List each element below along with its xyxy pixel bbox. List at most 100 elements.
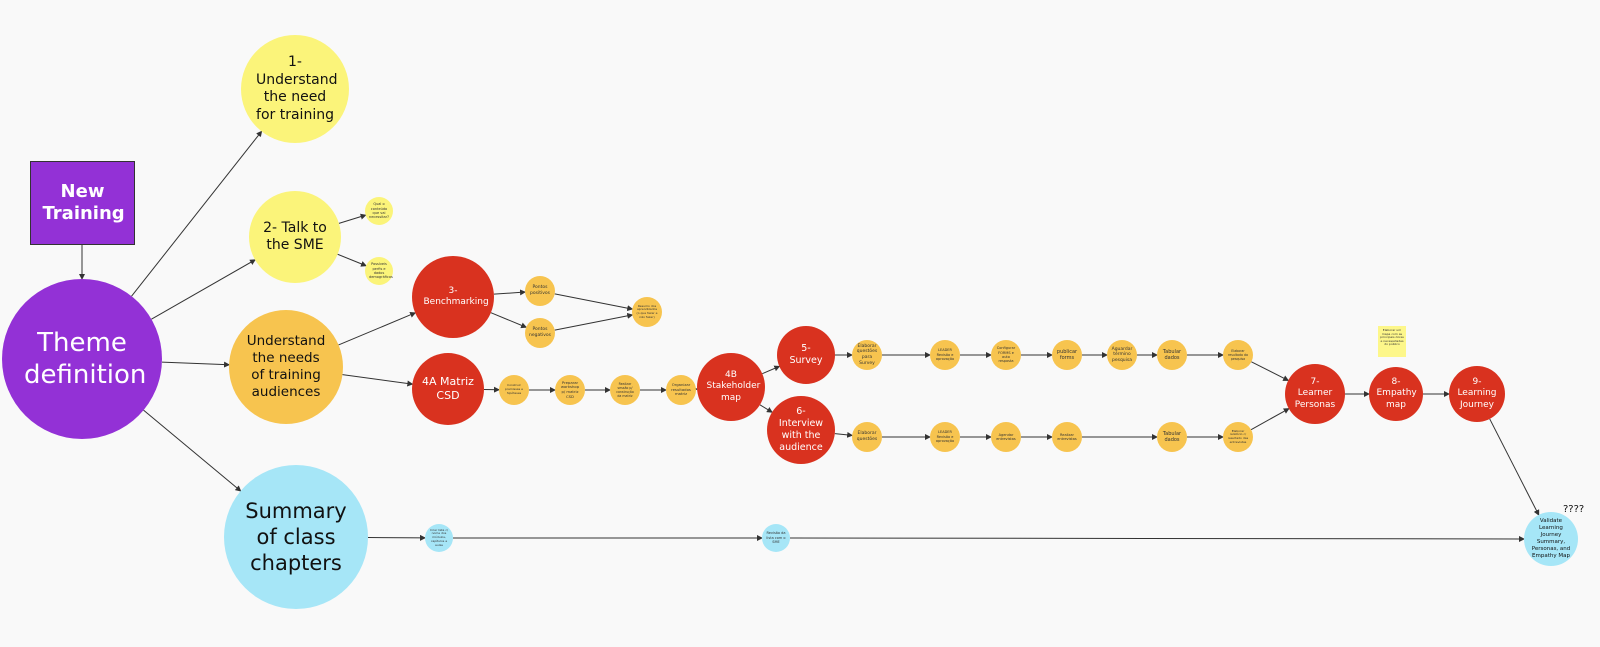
connector [493,289,527,296]
node-circle: Tabular dados [1157,340,1187,370]
node-circle: 9- Learning Journey [1449,366,1505,422]
node-label: Configurar FORMS e auto resposta [996,346,1016,364]
connector [490,312,528,329]
node-label: 5- Survey [789,343,823,366]
node-label: 4A Matriz CSD [422,375,474,402]
node-label: Realizar entrevistas [1057,432,1077,441]
node-label: 9- Learning Journey [1457,377,1497,410]
node-circle: Validate Learning Journey Summary, Perso… [1524,512,1578,566]
connector [762,365,781,375]
node-circle: Qual o conteúdo que vai necessitar? [365,197,393,225]
connector [554,293,634,312]
node-label: Qual o conteúdo que vai necessitar? [369,202,389,220]
node-label: Summary of class chapters [245,498,347,576]
connector [151,259,256,320]
node-circle: Preparar workshop p/ matriz CSD [555,375,585,405]
node-label: 3- Benchmarking [423,285,489,307]
node-label: 8- Empathy map [1376,377,1417,410]
connector [1489,418,1540,516]
node-circle: Theme definition [2,279,162,439]
node-circle: Elaborar questões [852,422,882,452]
connector [554,312,634,331]
node-circle: LEADER Revisão e aprovação [930,340,960,370]
node-label: 6- Interview with the audience [778,406,824,453]
node-label: Elaborar relatório c/ resultado das entr… [1227,428,1249,444]
node-label: Elaborar resultado da pesquisa [1228,349,1248,361]
node-label: Tabular dados [1162,430,1182,443]
node-circle: Pontos negativos [525,318,555,348]
node-circle: 3- Benchmarking [412,256,494,338]
node-label: LEADER Revisão e aprovação [935,430,955,444]
node-label: 2- Talk to the SME [263,219,327,254]
node-circle: 4B Stakeholder map [697,353,765,421]
node-label: Construir premissas e hipóteses [505,383,523,395]
node-circle: LEADER Revisão e aprovação [930,422,960,452]
node-circle: Possíveis perfis e dados demográficos [365,257,393,285]
node-label: Understand the needs of training audienc… [246,333,326,400]
node-circle: Resumo dos aprendizados (o que fazer e n… [632,297,662,327]
node-circle: Understand the needs of training audienc… [229,310,343,424]
node-label: Pontos positivos [530,285,550,296]
node-circle: Organizar resultados matriz [666,375,696,405]
node-circle: 5- Survey [777,326,835,384]
connector [789,535,1525,542]
node-circle: Revisão da lista com o SME [762,524,790,552]
node-circle: Agendar entrevistas [991,422,1021,452]
node-circle: Elaborar resultado da pesquisa [1223,340,1253,370]
node-label: publicar forms [1056,348,1078,361]
node-label: New Training [42,180,125,225]
node-label: Elaborar questões [856,431,878,442]
node-circle: 6- Interview with the audience [767,396,835,464]
node-label: 7- Learner Personas [1294,377,1336,410]
connector [131,130,263,297]
question-mark: ???? [1563,504,1585,515]
node-circle: Tabular dados [1157,422,1187,452]
node-label: Resumo dos aprendizados (o que fazer e n… [636,303,658,319]
root-box: New Training [30,161,135,245]
node-circle: Summary of class chapters [224,465,368,609]
node-circle: 7- Learner Personas [1285,364,1345,424]
connector [338,213,367,224]
connector [337,253,367,267]
node-label: Pontos negativos [529,327,552,338]
node-label: 1- Understand the need for training [256,54,338,123]
connector [161,361,231,368]
node-label: Validate Learning Journey Summary, Perso… [1531,518,1571,559]
connector [834,431,854,438]
connector [1251,361,1290,381]
node-circle: Realizar sessão p/ construção da matriz [610,375,640,405]
node-label: Preparar workshop p/ matriz CSD [560,379,580,399]
connector [1250,408,1290,431]
node-circle: 4A Matriz CSD [412,353,484,425]
node-circle: Pontos positivos [525,276,555,306]
node-circle: Construir premissas e hipóteses [499,375,529,405]
node-circle: Criar lista c/ nome dos módulos, capítul… [425,524,453,552]
node-label: Criar lista c/ nome dos módulos, capítul… [429,527,449,547]
connector [143,409,242,492]
node-label: Realizar sessão p/ construção da matriz [616,382,634,398]
node-label: Aguardar término pesquisa [1111,346,1133,363]
node-label: Revisão da lista com o SME [766,531,786,545]
connector [342,374,414,387]
node-circle: Elaborar relatório c/ resultado das entr… [1223,422,1253,452]
node-label: Possíveis perfis e dados demográficos [369,262,393,280]
node-label: LEADER Revisão e aprovação [935,348,955,362]
node-circle: 1- Understand the need for training [241,35,349,143]
node-label: Theme definition [24,327,147,391]
connector [338,312,417,346]
node-circle: Aguardar término pesquisa [1107,340,1137,370]
node-label: 4B Stakeholder map [706,370,761,403]
node-circle: 8- Empathy map [1369,367,1423,421]
node-circle: publicar forms [1052,340,1082,370]
node-label: Elaborar questões para Survey [856,343,878,366]
node-label: Tabular dados [1162,348,1182,361]
node-circle: Elaborar questões para Survey [852,340,882,370]
node-label: Organizar resultados matriz [671,381,691,397]
node-circle: Realizar entrevistas [1052,422,1082,452]
node-circle: Configurar FORMS e auto resposta [991,340,1021,370]
sticky-note: Elaborar um mapa com as principais dores… [1378,326,1406,357]
node-label: Agendar entrevistas [996,432,1016,441]
connector [759,404,773,413]
